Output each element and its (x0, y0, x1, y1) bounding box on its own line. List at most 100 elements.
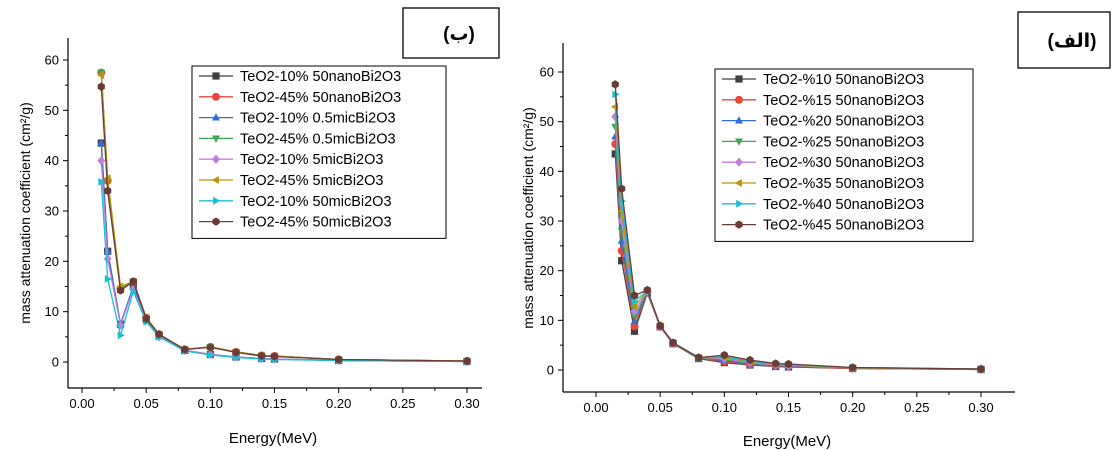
y-tick-label: 20 (45, 254, 59, 269)
data-point (181, 345, 189, 354)
legend-label: TeO2-45% 0.5micBi2O3 (240, 131, 396, 147)
data-point (97, 82, 105, 91)
x-tick-label: 0.30 (968, 400, 993, 415)
data-point (97, 155, 106, 166)
legend-marker (735, 138, 743, 146)
y-tick-label: 30 (45, 204, 59, 219)
x-tick-label: 0.00 (69, 396, 94, 411)
data-point (258, 351, 266, 361)
data-point (98, 177, 106, 186)
y-tick-label: 0 (52, 355, 59, 370)
y-tick-label: 0 (547, 363, 554, 378)
data-point (104, 186, 112, 196)
x-tick-label: 0.10 (712, 400, 737, 415)
data-point (977, 364, 985, 374)
y-tick-label: 40 (540, 164, 554, 179)
legend-label: TeO2-%10 50nanoBi2O3 (763, 72, 924, 88)
legend-label: TeO2-%35 50nanoBi2O3 (763, 176, 924, 192)
panel-label: (ب) (443, 24, 475, 45)
legend-marker (735, 95, 743, 104)
data-point (643, 285, 651, 295)
y-tick-label: 40 (45, 153, 59, 168)
legend-marker (735, 220, 743, 229)
data-point (618, 197, 626, 206)
legend-marker (735, 75, 743, 83)
data-point (849, 363, 857, 372)
y-tick-label: 20 (540, 263, 554, 278)
legend-marker (212, 113, 220, 121)
data-point (97, 138, 106, 146)
legend-marker (212, 92, 220, 101)
data-point (335, 355, 343, 364)
data-point (103, 254, 112, 264)
x-tick-label: 0.05 (648, 400, 673, 415)
data-point (270, 352, 279, 361)
legend-label: TeO2-%15 50nanoBi2O3 (763, 93, 924, 109)
x-tick-label: 0.00 (583, 400, 608, 415)
data-point (611, 80, 619, 89)
data-point (784, 359, 793, 369)
panel-label-box (1017, 11, 1111, 69)
data-point (206, 343, 214, 352)
legend: TeO2-%10 50nanoBi2O3 TeO2-%15 50nanoBi2O3… (714, 68, 974, 242)
legend-label: TeO2-45% 5micBi2O3 (240, 173, 383, 189)
x-tick-label: 0.25 (904, 400, 929, 415)
data-point (96, 71, 105, 80)
legend-marker (734, 179, 742, 187)
legend-label: TeO2-%30 50nanoBi2O3 (763, 155, 924, 171)
y-tick-label: 10 (540, 313, 554, 328)
legend-marker (735, 116, 743, 124)
legend-box (191, 65, 447, 239)
series-8 (611, 80, 985, 374)
data-point (630, 291, 639, 300)
legend-marker (213, 196, 221, 205)
y-tick-label: 50 (540, 114, 554, 129)
x-tick-label: 0.20 (840, 400, 865, 415)
legend-label: TeO2-45% 50nanoBi2O3 (240, 90, 401, 106)
data-point (772, 359, 780, 368)
series-8 (97, 82, 471, 366)
legend-label: TeO2-45% 50micBi2O3 (240, 215, 392, 231)
data-point (117, 331, 125, 340)
legend-marker (212, 135, 220, 143)
data-point (116, 286, 125, 295)
data-point (129, 277, 137, 286)
panel-label: (الف) (1048, 31, 1097, 52)
data-point (669, 338, 677, 347)
y-axis-label: mass attenuation coefficient (cm²/g) (520, 107, 536, 329)
y-tick-label: 30 (540, 214, 554, 229)
data-point (630, 322, 639, 331)
y-axis-label: mass attenuation coefficient (cm²/g) (17, 102, 33, 324)
data-point (130, 287, 138, 296)
data-point (618, 184, 626, 193)
data-point (463, 356, 471, 366)
data-point (630, 313, 639, 321)
x-tick-label: 0.25 (390, 396, 415, 411)
legend-label: TeO2-%40 50nanoBi2O3 (763, 197, 924, 213)
legend-label: TeO2-%45 50nanoBi2O3 (763, 218, 924, 234)
legend-label: TeO2-10% 5micBi2O3 (240, 152, 383, 168)
data-point (630, 302, 638, 311)
x-axis-label: Energy(MeV) (229, 430, 317, 447)
chart-panel-1: 0.00 0.05 0.10 0.15 0.20 0.25 0.30 0 10 20 30 40 50 6… (17, 7, 500, 447)
x-tick-label: 0.20 (326, 396, 351, 411)
y-tick-label: 60 (540, 65, 554, 80)
x-tick-label: 0.15 (776, 400, 801, 415)
chart-panel-2: 0.00 0.05 0.10 0.15 0.20 0.25 0.30 0 10 20 30 40 50 6… (520, 11, 1111, 450)
panel-label-box (402, 7, 500, 59)
x-tick-label: 0.05 (134, 396, 159, 411)
x-axis-label: Energy(MeV) (743, 433, 831, 450)
y-tick-label: 10 (45, 304, 59, 319)
legend-label: TeO2-%20 50nanoBi2O3 (763, 114, 924, 130)
legend-marker (735, 157, 743, 167)
data-point (207, 350, 215, 359)
legend-label: TeO2-10% 0.5micBi2O3 (240, 111, 396, 127)
y-tick-label: 60 (45, 53, 59, 68)
data-point (232, 348, 240, 357)
data-point (746, 355, 754, 365)
legend: TeO2-10% 50nanoBi2O3 TeO2-45% 50nanoBi2O3… (191, 65, 447, 239)
data-point (631, 297, 639, 306)
legend-marker (212, 154, 220, 164)
data-point (142, 314, 150, 323)
